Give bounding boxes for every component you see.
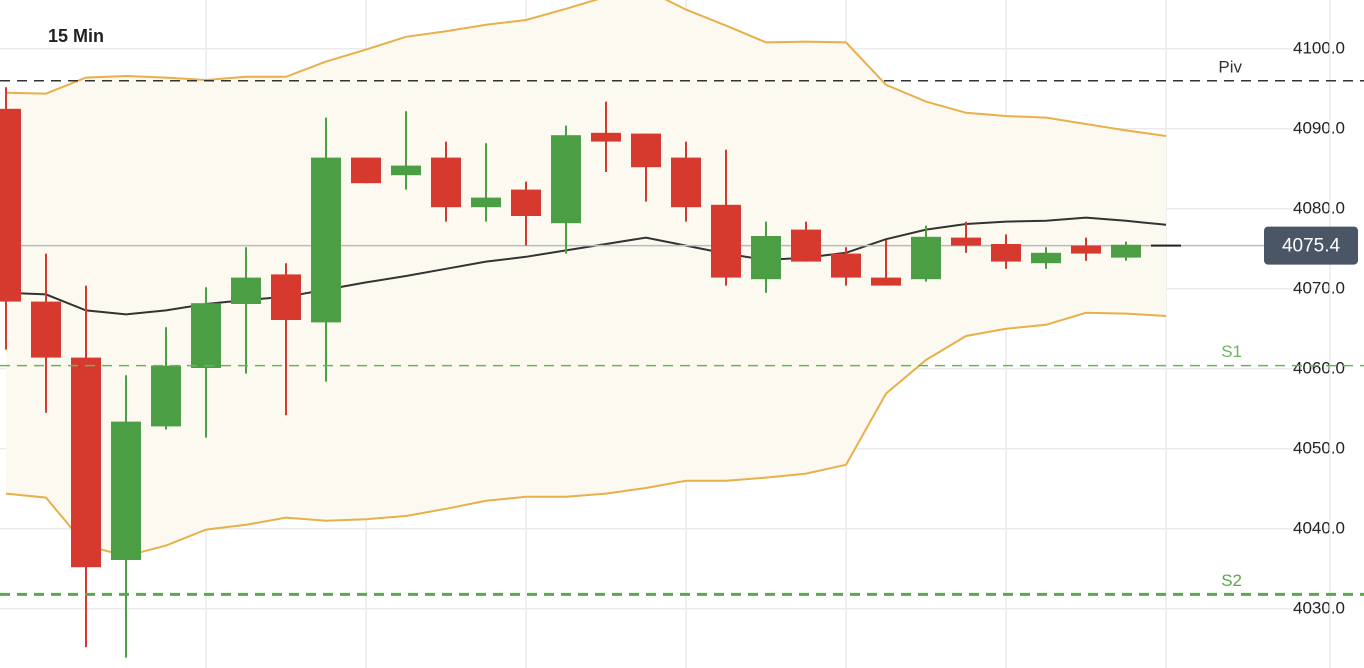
band-upper xyxy=(5,0,1167,137)
candle-body xyxy=(711,204,741,278)
candle-body xyxy=(31,301,61,358)
candle-body xyxy=(831,253,861,278)
candle-body xyxy=(671,157,701,208)
y-tick-label: 4060.0 xyxy=(1293,358,1345,377)
candle-body xyxy=(391,165,421,176)
candle-body xyxy=(1031,252,1061,264)
candle-body xyxy=(471,197,501,208)
candle-body xyxy=(551,135,581,224)
level-label: Piv xyxy=(1218,57,1242,76)
current-price-tag xyxy=(1264,226,1358,265)
candle-body xyxy=(71,357,101,568)
y-tick-label: 4040.0 xyxy=(1293,518,1345,537)
candle-body xyxy=(751,236,781,280)
y-tick-label: 4080.0 xyxy=(1293,198,1345,217)
current-price-label: 4075.4 xyxy=(1282,236,1341,257)
candle-body xyxy=(351,157,381,184)
candle-body xyxy=(311,157,341,323)
candle-body xyxy=(631,133,661,168)
candle-body xyxy=(511,189,541,216)
candle-body xyxy=(151,365,181,427)
band-fill xyxy=(6,0,1166,556)
candle-body xyxy=(191,303,221,368)
y-tick-label: 4070.0 xyxy=(1293,278,1345,297)
candle-body xyxy=(1151,244,1181,247)
candle-body xyxy=(871,277,901,286)
candle-body xyxy=(951,237,981,246)
candle-body xyxy=(0,108,21,302)
y-tick-label: 4050.0 xyxy=(1293,438,1345,457)
candle-body xyxy=(911,236,941,280)
candle-body xyxy=(271,274,301,320)
candle-body xyxy=(791,229,821,262)
y-tick-label: 4100.0 xyxy=(1293,38,1345,57)
y-tick-label: 4090.0 xyxy=(1293,118,1345,137)
y-tick-label: 4030.0 xyxy=(1293,598,1345,617)
band-lower xyxy=(5,311,1167,558)
candle-body xyxy=(1071,245,1101,254)
candle-body xyxy=(111,421,141,560)
chart-title: 15 Min xyxy=(48,26,104,46)
level-label: S1 xyxy=(1221,342,1242,361)
candle-body xyxy=(991,244,1021,262)
candle-body xyxy=(591,132,621,142)
level-label: S2 xyxy=(1221,571,1242,590)
candle-body xyxy=(231,277,261,304)
candle-body xyxy=(431,157,461,208)
candle-body xyxy=(1111,244,1141,258)
